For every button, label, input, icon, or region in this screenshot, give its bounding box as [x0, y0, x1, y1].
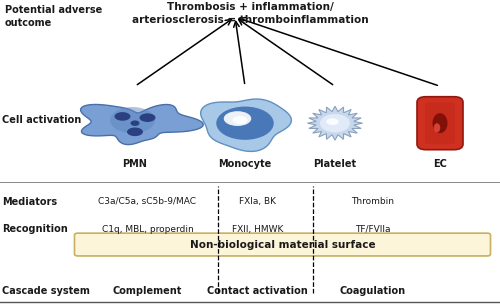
Text: PMN: PMN	[122, 159, 148, 168]
Ellipse shape	[216, 107, 274, 140]
Ellipse shape	[432, 113, 448, 133]
Polygon shape	[80, 104, 203, 144]
Ellipse shape	[140, 113, 156, 122]
Text: FXII, HMWK: FXII, HMWK	[232, 225, 283, 234]
Text: Thrombin: Thrombin	[351, 197, 394, 206]
Text: FXIa, BK: FXIa, BK	[239, 197, 276, 206]
FancyBboxPatch shape	[425, 102, 455, 144]
Text: Non-biological material surface: Non-biological material surface	[190, 240, 376, 249]
Text: Complement: Complement	[113, 286, 182, 296]
FancyBboxPatch shape	[74, 233, 490, 256]
Polygon shape	[200, 99, 292, 152]
Ellipse shape	[320, 114, 350, 132]
Text: TF/FVIIa: TF/FVIIa	[355, 225, 390, 234]
Text: Potential adverse
outcome: Potential adverse outcome	[5, 5, 102, 28]
Ellipse shape	[114, 112, 130, 121]
Polygon shape	[308, 106, 362, 140]
Text: Platelet: Platelet	[314, 159, 356, 168]
Ellipse shape	[110, 107, 155, 133]
Text: Cell activation: Cell activation	[2, 115, 82, 125]
Text: C3a/C5a, sC5b-9/MAC: C3a/C5a, sC5b-9/MAC	[98, 197, 196, 206]
Text: C1q, MBL, properdin: C1q, MBL, properdin	[102, 225, 194, 234]
Ellipse shape	[232, 116, 248, 124]
Text: Recognition: Recognition	[2, 225, 68, 234]
Ellipse shape	[434, 123, 440, 132]
Ellipse shape	[326, 118, 339, 125]
Ellipse shape	[130, 120, 140, 126]
Text: Coagulation: Coagulation	[340, 286, 406, 296]
Text: Monocyte: Monocyte	[218, 159, 272, 168]
Text: Cascade system: Cascade system	[2, 286, 90, 296]
Text: Mediators: Mediators	[2, 197, 58, 207]
Text: Contact activation: Contact activation	[207, 286, 308, 296]
FancyBboxPatch shape	[417, 97, 463, 150]
Text: Thrombosis + inflammation/
arteriosclerosis = thromboinflammation: Thrombosis + inflammation/ arteriosclero…	[132, 2, 368, 25]
Ellipse shape	[224, 111, 252, 126]
Ellipse shape	[127, 128, 143, 136]
Text: EC: EC	[433, 159, 447, 168]
